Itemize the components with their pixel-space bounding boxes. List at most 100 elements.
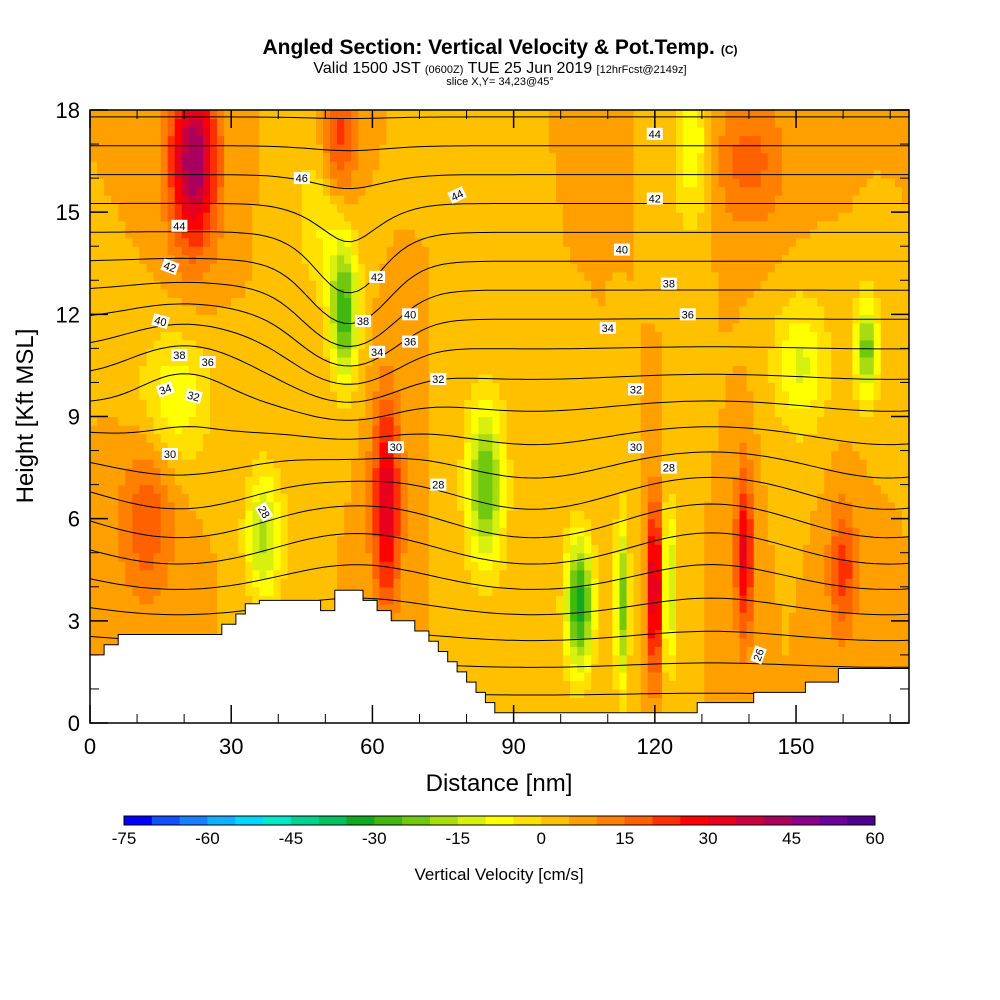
velocity-cell — [153, 178, 162, 188]
velocity-cell — [435, 510, 444, 520]
velocity-cell — [174, 127, 183, 137]
velocity-cell — [167, 433, 176, 443]
velocity-cell — [499, 595, 508, 605]
velocity-cell — [386, 603, 395, 613]
velocity-cell — [287, 161, 296, 171]
velocity-cell — [414, 195, 423, 205]
velocity-cell — [231, 135, 239, 145]
velocity-cell — [443, 561, 451, 571]
velocity-cell — [534, 339, 543, 349]
velocity-cell — [210, 263, 218, 273]
velocity-cell — [548, 484, 557, 494]
velocity-cell — [132, 629, 141, 639]
velocity-cell — [386, 161, 395, 171]
velocity-cell — [125, 271, 133, 281]
velocity-cell — [577, 671, 585, 682]
velocity-cell — [252, 271, 261, 281]
velocity-cell — [315, 561, 324, 571]
velocity-cell — [457, 442, 465, 452]
velocity-cell — [428, 459, 437, 469]
velocity-cell — [534, 680, 543, 690]
velocity-cell — [181, 612, 190, 622]
velocity-cell — [97, 442, 105, 452]
velocity-cell — [195, 382, 204, 392]
velocity-cell — [570, 493, 578, 503]
velocity-cell — [273, 442, 282, 452]
velocity-cell — [520, 127, 529, 137]
velocity-cell — [485, 646, 494, 656]
velocity-cell — [548, 399, 557, 409]
velocity-cell — [435, 433, 444, 443]
velocity-cell — [160, 586, 169, 596]
velocity-cell — [471, 390, 479, 401]
velocity-cell — [125, 144, 133, 154]
velocity-cell — [541, 161, 550, 171]
velocity-cell — [294, 510, 303, 520]
velocity-cell — [174, 212, 183, 222]
velocity-cell — [167, 459, 176, 469]
velocity-cell — [414, 220, 423, 230]
velocity-cell — [541, 433, 550, 443]
velocity-cell — [478, 450, 486, 460]
velocity-cell — [330, 459, 338, 469]
velocity-cell — [287, 280, 296, 290]
velocity-cell — [125, 620, 133, 630]
velocity-cell — [104, 407, 112, 418]
velocity-cell — [478, 152, 486, 162]
velocity-cell — [153, 212, 162, 222]
velocity-cell — [188, 203, 197, 213]
velocity-cell — [506, 373, 515, 384]
velocity-cell — [202, 476, 211, 486]
velocity-cell — [224, 433, 232, 443]
velocity-cell — [464, 331, 472, 341]
velocity-cell — [202, 442, 211, 452]
velocity-cell — [167, 195, 176, 205]
velocity-cell — [160, 186, 169, 196]
velocity-cell — [443, 586, 451, 596]
velocity-cell — [287, 552, 296, 562]
velocity-cell — [464, 169, 472, 179]
velocity-cell — [330, 212, 338, 222]
velocity-cell — [174, 612, 183, 622]
velocity-cell — [238, 561, 246, 571]
velocity-cell — [421, 348, 430, 358]
velocity-cell — [527, 271, 536, 281]
velocity-cell — [358, 195, 366, 205]
velocity-cell — [485, 603, 494, 613]
velocity-cell — [97, 254, 105, 264]
velocity-cell — [386, 297, 395, 307]
velocity-cell — [407, 373, 416, 384]
velocity-cell — [478, 331, 486, 341]
velocity-cell — [450, 144, 458, 154]
velocity-cell — [407, 135, 416, 145]
velocity-cell — [478, 237, 486, 247]
velocity-cell — [188, 442, 197, 452]
velocity-cell — [266, 246, 275, 256]
velocity-cell — [492, 127, 501, 137]
velocity-cell — [195, 135, 204, 145]
velocity-cell — [457, 612, 465, 622]
velocity-cell — [372, 467, 381, 477]
velocity-cell — [570, 433, 578, 443]
velocity-cell — [217, 390, 225, 401]
velocity-cell — [400, 212, 409, 222]
velocity-cell — [520, 688, 529, 699]
velocity-cell — [266, 144, 275, 154]
velocity-cell — [471, 365, 479, 375]
velocity-cell — [202, 612, 211, 622]
velocity-cell — [97, 263, 105, 273]
velocity-cell — [195, 229, 204, 239]
velocity-cell — [478, 544, 486, 554]
velocity-cell — [322, 544, 331, 554]
velocity-cell — [577, 586, 585, 596]
velocity-cell — [478, 510, 486, 520]
velocity-cell — [555, 561, 564, 571]
velocity-cell — [280, 390, 289, 401]
velocity-cell — [485, 450, 494, 460]
velocity-cell — [563, 110, 571, 120]
velocity-cell — [337, 220, 345, 230]
velocity-cell — [337, 390, 345, 401]
velocity-cell — [485, 620, 494, 630]
velocity-cell — [443, 144, 451, 154]
velocity-cell — [90, 118, 98, 128]
